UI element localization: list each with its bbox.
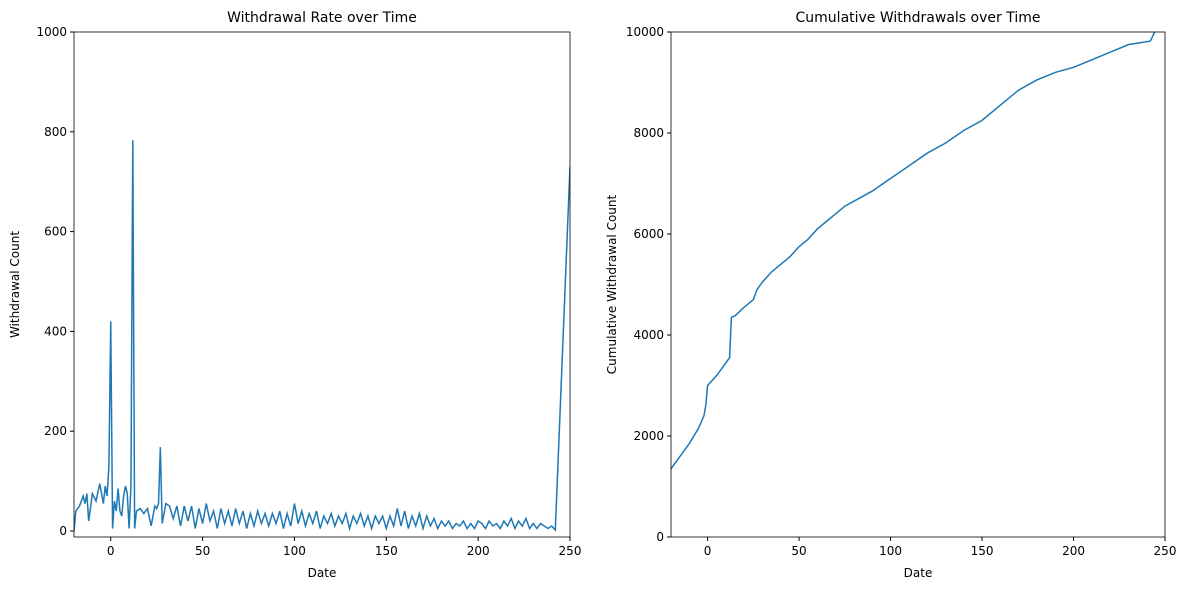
x-axis-label: Date	[904, 566, 933, 580]
plot-frame	[670, 31, 1166, 538]
x-tick-label: 250	[559, 544, 582, 558]
y-axis-label: Withdrawal Count	[8, 231, 22, 338]
y-tick-label: 0	[656, 530, 664, 544]
x-tick-label: 100	[879, 544, 902, 558]
y-tick-label: 4000	[633, 328, 664, 342]
x-axis-label: Date	[308, 566, 337, 580]
y-tick-label: 200	[44, 424, 67, 438]
y-tick-label: 1000	[36, 25, 67, 39]
x-tick-label: 150	[971, 544, 994, 558]
y-tick-label: 400	[44, 324, 67, 338]
x-tick-label: 0	[704, 544, 712, 558]
x-tick-label: 50	[791, 544, 806, 558]
y-tick-label: 0	[59, 524, 67, 538]
line	[671, 32, 1156, 470]
x-tick-label: 250	[1154, 544, 1177, 558]
x-tick-label: 0	[107, 544, 115, 558]
y-axis-label: Cumulative Withdrawal Count	[605, 195, 619, 375]
x-tick-label: 200	[1062, 544, 1085, 558]
chart-title: Withdrawal Rate over Time	[227, 10, 417, 26]
x-tick-label: 150	[375, 544, 398, 558]
y-tick-label: 800	[44, 125, 67, 139]
x-tick-label: 50	[195, 544, 210, 558]
y-tick-label: 2000	[633, 429, 664, 443]
y-tick-label: 10000	[626, 25, 664, 39]
plot-frame	[73, 31, 571, 538]
x-tick-label: 200	[467, 544, 490, 558]
y-tick-label: 6000	[633, 227, 664, 241]
y-tick-label: 8000	[633, 126, 664, 140]
x-tick-label: 100	[283, 544, 306, 558]
y-tick-label: 600	[44, 225, 67, 239]
chart-title: Cumulative Withdrawals over Time	[796, 10, 1041, 26]
line	[74, 140, 570, 532]
